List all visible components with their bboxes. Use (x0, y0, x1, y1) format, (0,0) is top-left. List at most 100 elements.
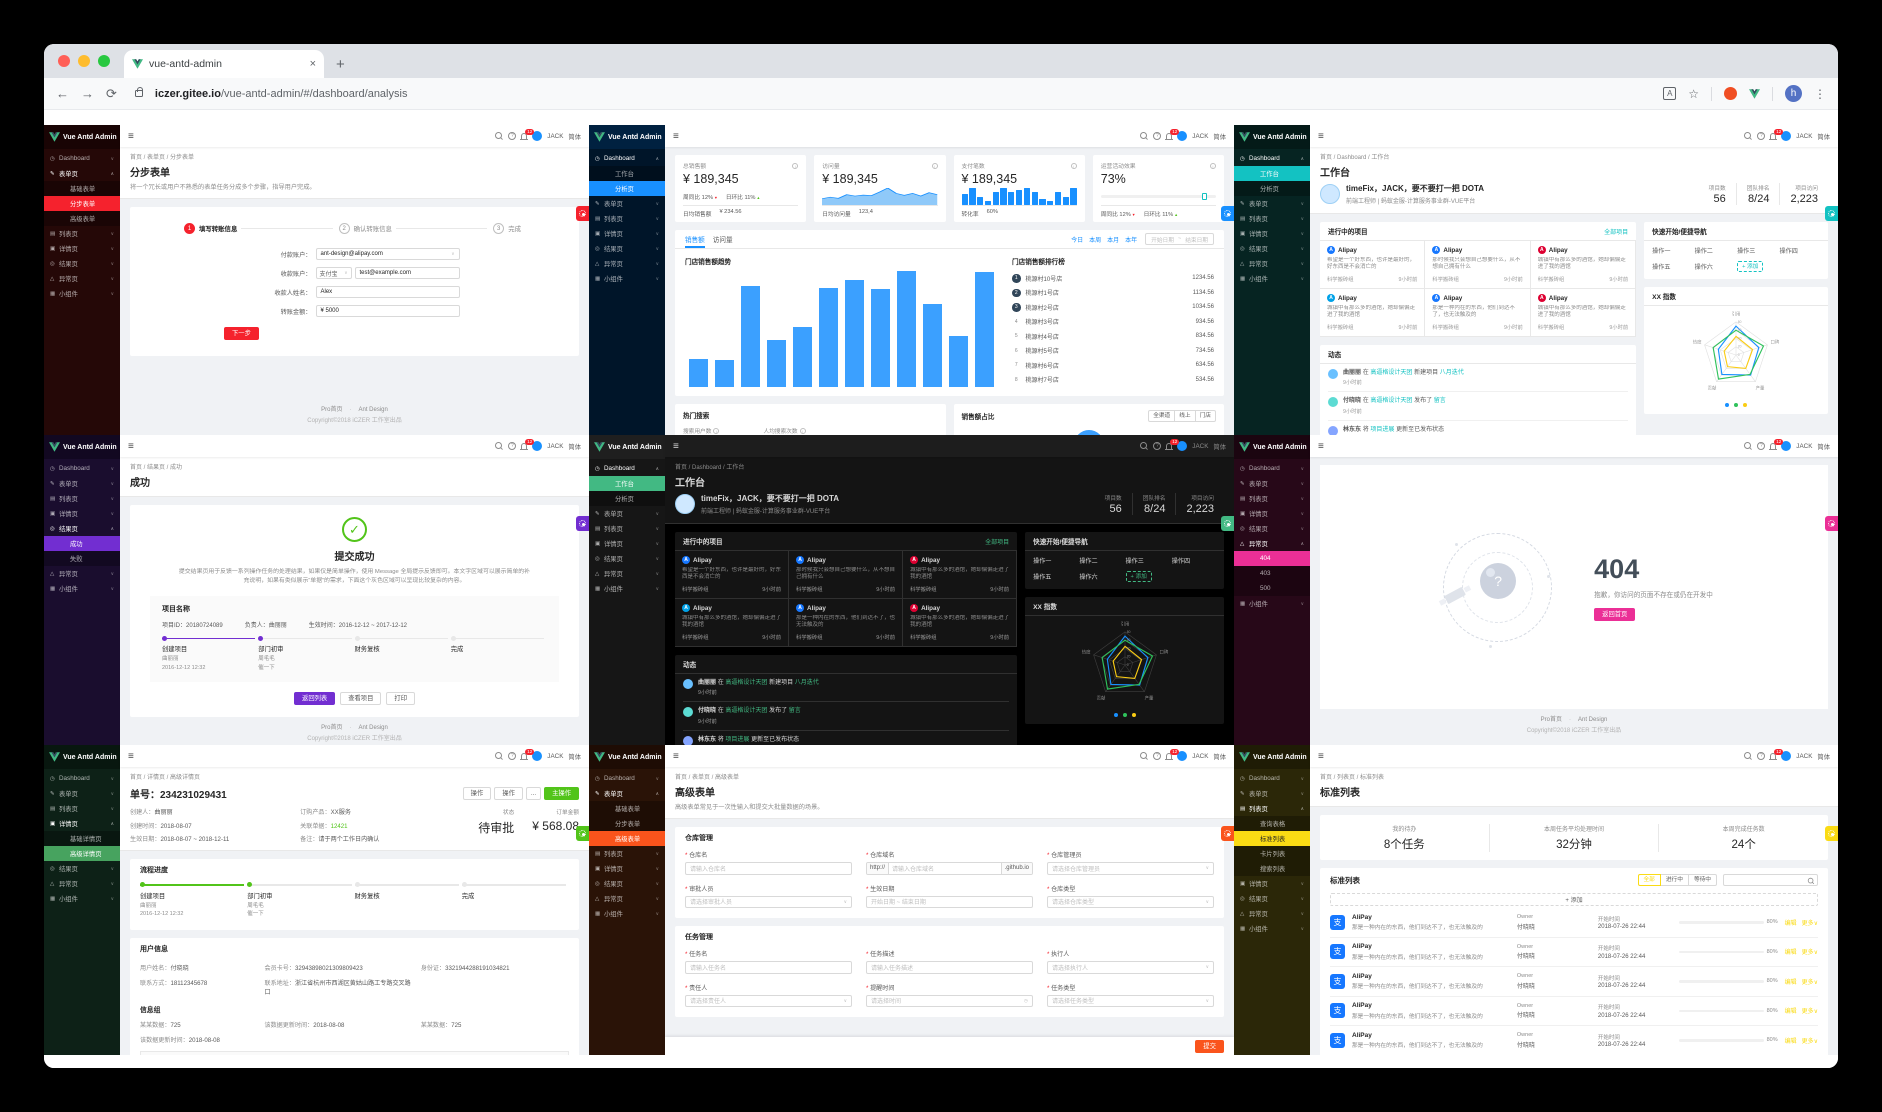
mini-logo[interactable]: Vue Antd Admin (44, 125, 120, 149)
user-avatar[interactable] (1177, 131, 1188, 141)
quick-op[interactable]: 操作二 (1079, 558, 1098, 565)
menu-item[interactable]: ◎ 结果页 ∨ (1240, 895, 1304, 904)
theme-settings-button[interactable] (576, 515, 589, 531)
menu-item[interactable]: ▤ 列表页 ∧ (1240, 805, 1304, 814)
language-switch[interactable]: 简体 (1213, 133, 1226, 141)
quick-op[interactable]: 操作五 (1652, 264, 1671, 271)
menu-item[interactable]: 工作台 (1234, 166, 1310, 181)
help-icon[interactable] (1153, 132, 1162, 140)
quick-op[interactable]: 操作四 (1779, 248, 1798, 255)
menu-item[interactable]: ◷ Dashboard ∨ (50, 465, 114, 472)
menu-item[interactable]: ▣ 详情页 ∨ (1240, 880, 1304, 889)
help-icon[interactable] (1153, 752, 1162, 760)
menu-item[interactable]: △ 异常页 ∨ (50, 570, 114, 579)
language-switch[interactable]: 简体 (1817, 753, 1830, 761)
user-avatar[interactable] (1781, 441, 1792, 451)
menu-item[interactable]: 404 (1234, 551, 1310, 566)
form-input[interactable]: test@example.com (354, 267, 460, 279)
notification-bell[interactable]: 12 (1165, 439, 1180, 450)
action-button[interactable]: 操作 (462, 787, 492, 800)
reload-icon[interactable]: ⟳ (106, 85, 117, 101)
menu-item[interactable]: ✎ 表单页 ∨ (50, 480, 114, 489)
search-icon[interactable] (1140, 132, 1148, 140)
menu-item[interactable]: ✎ 表单页 ∧ (595, 790, 659, 799)
minimize-window-button[interactable] (78, 55, 90, 67)
menu-item[interactable]: ▤ 列表页 ∨ (1240, 495, 1304, 504)
form-input[interactable]: 请选择责任人 ∨ (685, 994, 852, 1007)
form-input[interactable]: http://请输入仓库域名 .github.io (866, 862, 1033, 875)
help-icon[interactable] (508, 752, 517, 760)
project-card[interactable]: A Alipay 城镇中有那么多的酒馆，她却偏偏走进了我的酒馆 科学搬砖组 9小时前 (1530, 289, 1637, 337)
menu-item[interactable]: ▤ 列表页 ∨ (50, 230, 114, 239)
help-icon[interactable] (1153, 442, 1162, 450)
menu-item[interactable]: ▣ 详情页 ∧ (50, 820, 114, 829)
menu-item[interactable]: 分析页 (589, 491, 665, 506)
menu-item[interactable]: 403 (1234, 566, 1310, 581)
menu-item[interactable]: ▣ 详情页 ∨ (595, 865, 659, 874)
language-switch[interactable]: 简体 (1213, 443, 1226, 451)
list-search-input[interactable] (1723, 874, 1818, 886)
notification-bell[interactable]: 12 (520, 439, 535, 450)
mini-logo[interactable]: Vue Antd Admin (1234, 435, 1310, 459)
form-input[interactable]: 请选择审批人员 ∨ (685, 895, 852, 908)
user-avatar[interactable] (532, 751, 543, 761)
edit-link[interactable]: 编辑 (1784, 979, 1797, 986)
tab-visits[interactable]: 访问量 (712, 237, 733, 244)
user-avatar[interactable] (532, 131, 543, 141)
menu-item[interactable]: ◷ Dashboard ∨ (50, 155, 114, 162)
menu-item[interactable]: 分步表单 (589, 816, 665, 831)
menu-item[interactable]: ✎ 表单页 ∨ (595, 510, 659, 519)
breadcrumb[interactable]: 首页 / Dashboard / 工作台 (1320, 155, 1390, 161)
menu-item[interactable]: ▣ 详情页 ∨ (595, 540, 659, 549)
user-avatar[interactable] (1177, 441, 1188, 451)
edit-link[interactable]: 编辑 (1784, 1009, 1797, 1016)
menu-item[interactable]: ▣ 详情页 ∨ (595, 230, 659, 239)
prefix-select[interactable]: 支付宝 (315, 267, 352, 279)
form-input[interactable]: ¥ 5000 (315, 305, 460, 317)
menu-item[interactable]: 工作台 (589, 476, 665, 491)
collapse-icon[interactable]: ≡ (1318, 440, 1324, 452)
form-input[interactable]: 请选择执行人 ∨ (1047, 961, 1214, 974)
kebab-menu-icon[interactable]: ⋮ (1814, 86, 1826, 101)
language-switch[interactable]: 简体 (1817, 133, 1830, 141)
collapse-icon[interactable]: ≡ (673, 750, 679, 762)
project-card[interactable]: A Alipay 城镇中有那么多的酒馆，她却偏偏走进了我的酒馆 科学搬砖组 9小时前 (903, 551, 1018, 599)
menu-item[interactable]: △ 异常页 ∨ (1240, 910, 1304, 919)
form-input[interactable]: 请选择仓库管理员 ∨ (1047, 862, 1214, 875)
menu-item[interactable]: 失败 (44, 551, 120, 566)
collapse-icon[interactable]: ≡ (673, 440, 679, 452)
edit-link[interactable]: 编辑 (1784, 1038, 1797, 1045)
more-link[interactable]: 更多∨ (1801, 1009, 1819, 1016)
form-input[interactable]: 请选择时间 ◷ (866, 994, 1033, 1007)
theme-settings-button[interactable] (1221, 825, 1234, 841)
quick-op[interactable]: 操作一 (1652, 248, 1671, 255)
menu-item[interactable]: ▦ 小组件 ∨ (1240, 275, 1304, 284)
mini-logo[interactable]: Vue Antd Admin (44, 435, 120, 459)
notification-bell[interactable]: 12 (1769, 749, 1784, 760)
menu-item[interactable]: ◎ 结果页 ∨ (595, 245, 659, 254)
quick-op[interactable]: 操作五 (1033, 574, 1052, 581)
range-link[interactable]: 本周 (1089, 237, 1102, 244)
channel-filter-button[interactable]: 门店 (1195, 410, 1216, 422)
more-link[interactable]: 更多∨ (1801, 979, 1819, 986)
help-icon[interactable] (508, 132, 517, 140)
menu-item[interactable]: ✎ 表单页 ∨ (595, 200, 659, 209)
menu-item[interactable]: ▤ 列表页 ∨ (595, 215, 659, 224)
search-icon[interactable] (1744, 132, 1752, 140)
menu-item[interactable]: ✎ 表单页 ∨ (1240, 790, 1304, 799)
theme-settings-button[interactable] (1221, 205, 1234, 221)
menu-item[interactable]: ▦ 小组件 ∨ (595, 910, 659, 919)
status-filter-button[interactable]: 进行中 (1660, 874, 1689, 886)
menu-item[interactable]: 分析页 (589, 181, 665, 196)
menu-item[interactable]: ◎ 结果页 ∨ (1240, 525, 1304, 534)
breadcrumb[interactable]: 首页 / 列表页 / 标准列表 (1320, 775, 1385, 781)
search-icon[interactable] (1744, 752, 1752, 760)
breadcrumb[interactable]: 首页 / Dashboard / 工作台 (675, 465, 745, 471)
date-range-picker[interactable]: 开始日期 ~ 结束日期 (1145, 233, 1214, 245)
submit-button[interactable]: 提交 (1195, 1039, 1224, 1053)
more-link[interactable]: 更多∨ (1801, 950, 1819, 957)
menu-item[interactable]: 500 (1234, 581, 1310, 596)
help-icon[interactable] (1757, 752, 1766, 760)
theme-settings-button[interactable] (576, 205, 589, 221)
user-avatar[interactable] (1177, 751, 1188, 761)
